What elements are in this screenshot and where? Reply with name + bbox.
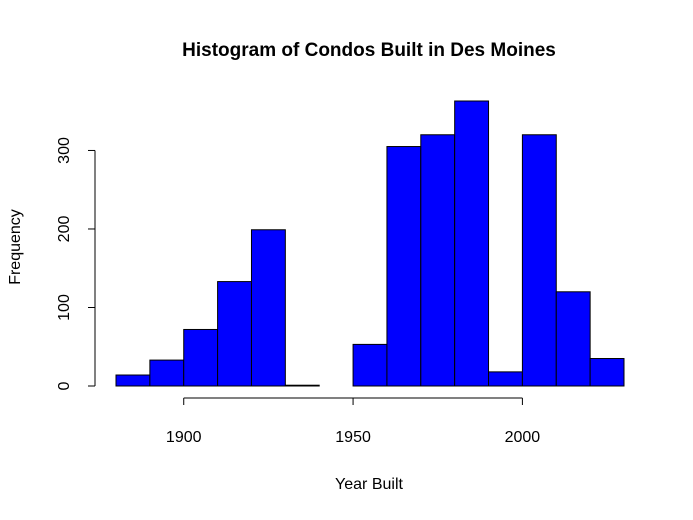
histogram-bar [589,358,625,387]
x-tick-label: 1900 [166,429,202,446]
x-tick-label: 1950 [335,429,371,446]
y-axis-label: Frequency [7,209,24,285]
y-tick-label: 100 [56,294,73,321]
histogram-bar [149,359,185,387]
x-axis: 1900 1950 2000 [166,397,540,446]
y-tick-label: 200 [56,216,73,243]
y-tick-label: 0 [56,381,73,390]
histogram-bar [352,343,388,387]
y-axis: 0 100 200 300 [56,137,96,390]
bars-group [115,100,625,387]
y-tick-label: 300 [56,137,73,164]
histogram-bar [555,291,591,387]
x-tick-label: 2000 [505,429,541,446]
histogram-bar [115,374,151,387]
y-ticks: 0 100 200 300 [56,137,95,390]
x-ticks: 1900 1950 2000 [166,398,540,446]
histogram-bar [386,146,422,387]
histogram-bar [217,281,252,387]
histogram-bar [250,229,286,387]
histogram-bar [284,384,320,387]
histogram-bar [521,134,557,387]
histogram-bar [454,100,490,387]
chart-title: Histogram of Condos Built in Des Moines [182,40,556,61]
histogram-bar [488,371,523,387]
histogram-bar [420,134,456,387]
x-axis-label: Year Built [335,476,403,493]
histogram-bar [183,328,219,387]
